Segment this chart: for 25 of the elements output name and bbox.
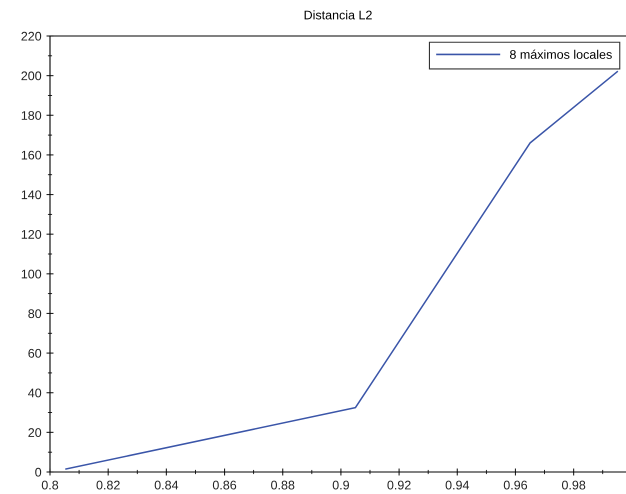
y-tick-label: 0 xyxy=(35,468,42,477)
x-tick-label: 0.94 xyxy=(446,480,470,490)
y-tick-label: 200 xyxy=(21,71,42,80)
y-tick-label: 120 xyxy=(22,230,42,239)
y-tick-label: 20 xyxy=(28,428,42,438)
x-tick-label: 0.9 xyxy=(332,480,350,490)
y-tick-label: 180 xyxy=(22,111,42,120)
y-tick-label: 220 xyxy=(21,32,42,41)
x-tick-label: 0.96 xyxy=(504,480,528,490)
x-tick-label: 0.88 xyxy=(271,480,294,490)
x-tick-label: 0.92 xyxy=(387,480,411,490)
y-tick-label: 80 xyxy=(28,309,42,318)
y-tick-label: 140 xyxy=(22,190,42,200)
line-series xyxy=(65,70,618,470)
x-tick-label: 0.82 xyxy=(96,480,120,490)
y-tick-label: 100 xyxy=(22,270,42,278)
y-tick-label: 40 xyxy=(28,388,42,398)
x-tick-label: 0.84 xyxy=(154,480,178,490)
y-tick-label: 60 xyxy=(28,348,42,358)
chart-title: Distancia L2 xyxy=(304,10,372,20)
legend-label: 8 máximos locales xyxy=(510,50,612,59)
x-tick-label: 0.8 xyxy=(42,480,58,490)
y-tick-label: 160 xyxy=(22,150,42,160)
x-tick-label: 0.98 xyxy=(562,480,586,490)
x-tick-label: 0.86 xyxy=(212,480,236,490)
